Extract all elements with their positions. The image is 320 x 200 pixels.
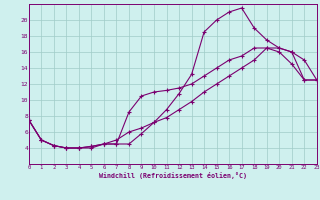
X-axis label: Windchill (Refroidissement éolien,°C): Windchill (Refroidissement éolien,°C) (99, 172, 247, 179)
